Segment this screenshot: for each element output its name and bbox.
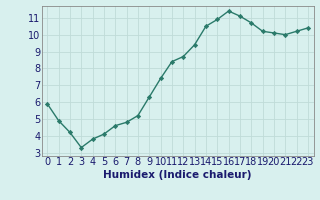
- X-axis label: Humidex (Indice chaleur): Humidex (Indice chaleur): [103, 170, 252, 180]
